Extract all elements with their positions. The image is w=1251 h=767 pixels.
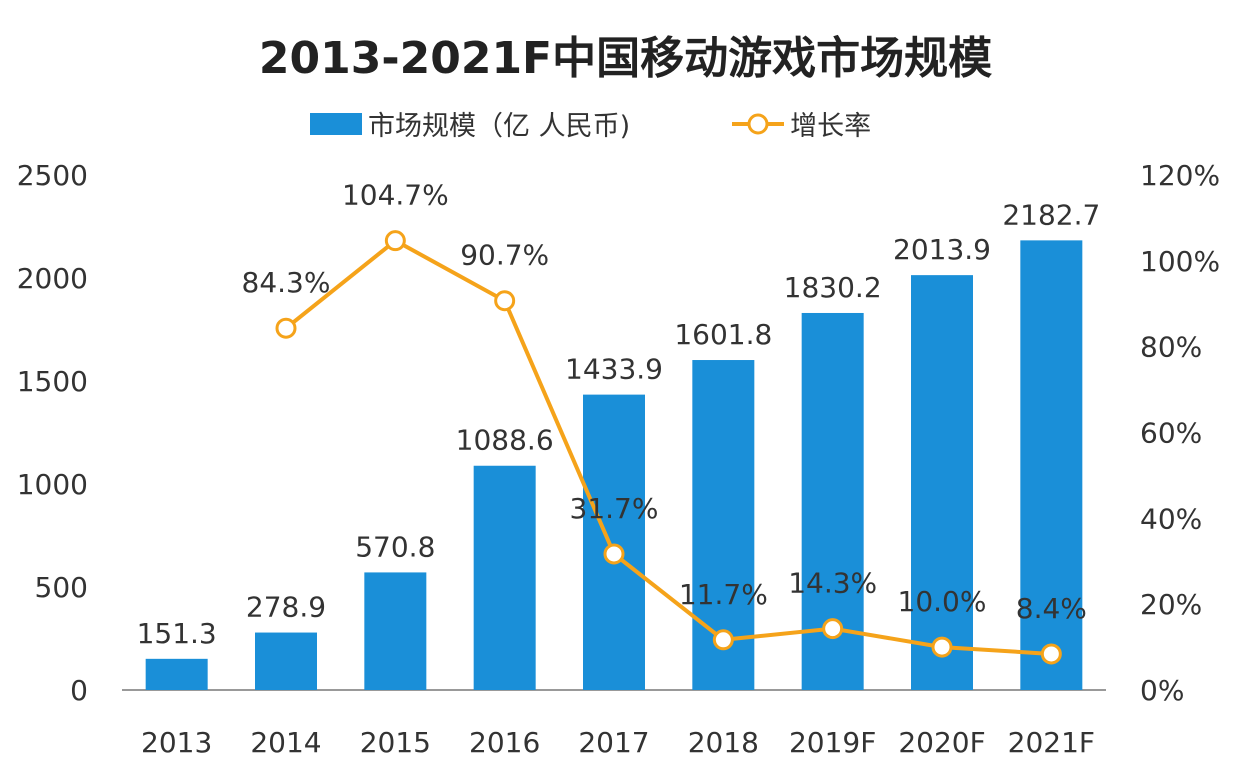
growth-point [822, 618, 844, 640]
y-right-tick-label: 100% [1140, 245, 1220, 278]
line-data-label: 14.3% [788, 567, 877, 600]
x-tick-label: 2017 [578, 726, 649, 759]
bar [1020, 240, 1083, 690]
bar [473, 465, 536, 690]
bar-data-label: 1433.9 [565, 353, 663, 386]
bar-data-label: 1601.8 [674, 318, 772, 351]
growth-point [931, 636, 953, 658]
x-tick-label: 2020F [898, 726, 985, 759]
bar-data-label: 570.8 [355, 530, 435, 563]
y-left-tick-label: 1000 [17, 468, 88, 501]
x-tick-label: 2019F [789, 726, 876, 759]
bar [364, 572, 427, 690]
growth-point [384, 230, 406, 252]
y-left-tick-label: 1500 [17, 365, 88, 398]
line-data-label: 11.7% [679, 578, 768, 611]
legend: 市场规模（亿 人民币) 增长率 [310, 104, 871, 143]
y-left-tick-label: 2000 [17, 262, 88, 295]
bar [583, 394, 645, 690]
bar-data-label: 278.9 [246, 591, 326, 624]
bar [145, 658, 208, 690]
x-tick-label: 2016 [469, 726, 540, 759]
x-tick-label: 2013 [141, 726, 212, 759]
chart-title: 2013-2021F中国移动游戏市场规模 [258, 33, 993, 84]
line-data-label: 31.7% [570, 492, 659, 525]
x-tick-label: 2015 [360, 726, 431, 759]
y-right-tick-label: 0% [1140, 674, 1184, 707]
growth-point [603, 543, 625, 565]
bar-data-label: 2182.7 [1002, 198, 1100, 231]
growth-point [275, 317, 297, 339]
y-right-tick-label: 60% [1140, 417, 1202, 450]
bar [911, 275, 973, 690]
line-data-label: 8.4% [1016, 592, 1087, 625]
y-right-tick-label: 20% [1140, 588, 1202, 621]
bar-data-label: 151.3 [137, 617, 217, 650]
growth-point [1040, 643, 1062, 665]
line-data-label: 104.7% [342, 179, 449, 212]
bar-data-label: 1830.2 [784, 271, 882, 304]
y-left-tick-label: 500 [35, 571, 88, 604]
legend-swatch-line [732, 113, 785, 134]
growth-point [494, 290, 516, 312]
legend-swatch-bar [310, 112, 362, 135]
line-data-label: 84.3% [242, 266, 331, 299]
y-left-tick-label: 0 [70, 674, 88, 707]
x-tick-label: 2021F [1008, 726, 1095, 759]
growth-line [284, 238, 1052, 656]
growth-point [712, 629, 734, 651]
y-right-tick-label: 120% [1140, 159, 1220, 192]
bar [255, 632, 317, 690]
line-data-label: 90.7% [460, 239, 549, 272]
y-left-tick-label: 2500 [17, 159, 88, 192]
y-right-tick-label: 80% [1140, 331, 1202, 364]
legend-label-line: 增长率 [790, 111, 872, 142]
x-tick-label: 2014 [250, 726, 321, 759]
line-data-label: 10.0% [898, 585, 987, 618]
bar-data-label: 2013.9 [893, 233, 991, 266]
bar-data-label: 1088.6 [456, 424, 554, 457]
legend-label-bar: 市场规模（亿 人民币) [368, 111, 631, 142]
y-right-tick-label: 40% [1140, 502, 1202, 535]
x-tick-label: 2018 [688, 726, 759, 759]
